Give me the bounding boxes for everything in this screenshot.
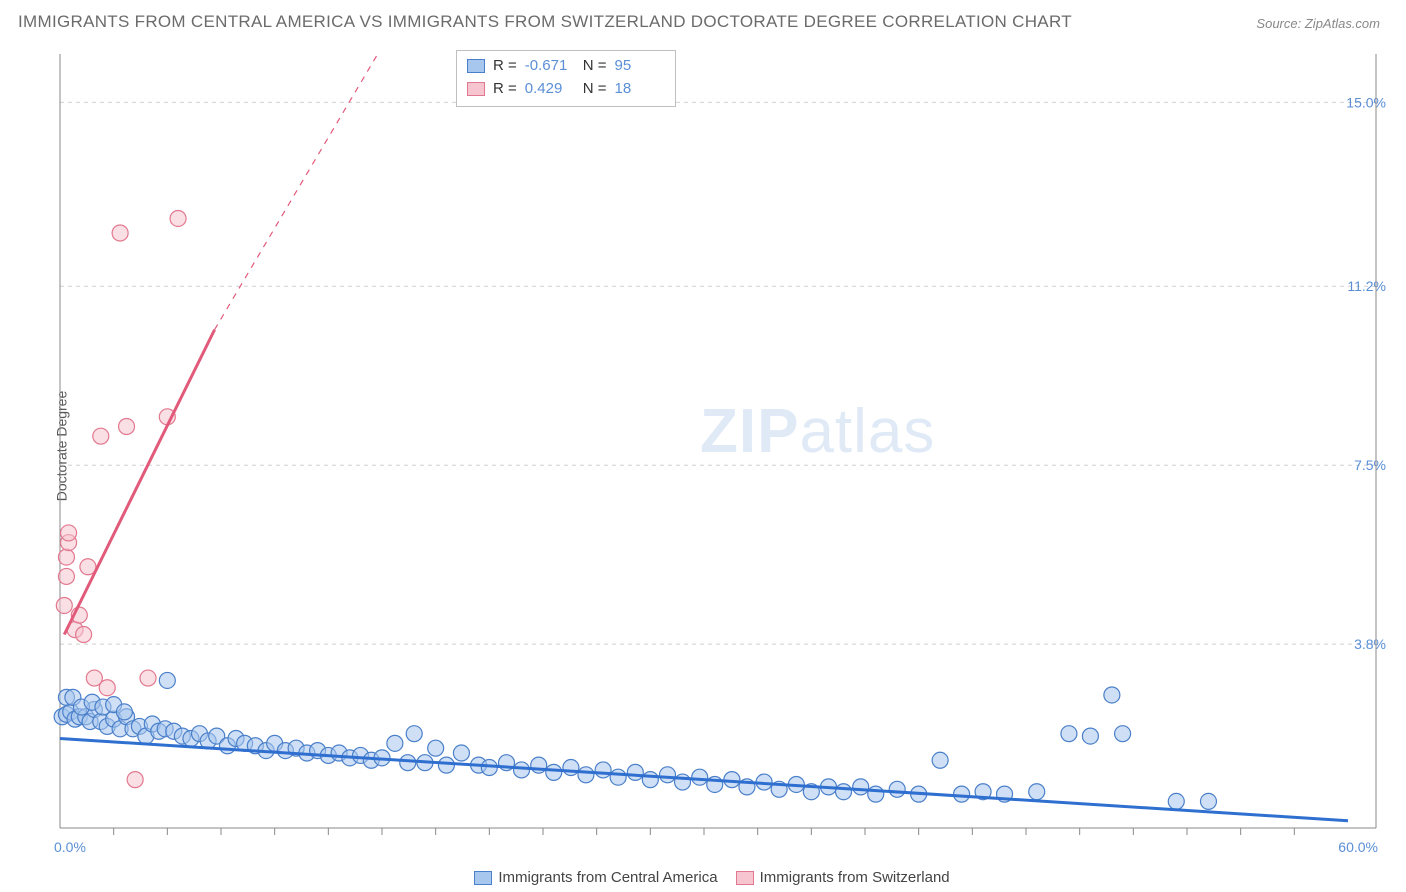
- data-point: [1168, 793, 1184, 809]
- data-point: [514, 762, 530, 778]
- data-point: [660, 767, 676, 783]
- corr-n-value: 18: [615, 78, 665, 101]
- legend-label: Immigrants from Switzerland: [760, 869, 950, 886]
- legend-label: Immigrants from Central America: [498, 869, 717, 886]
- data-point: [578, 767, 594, 783]
- data-point: [853, 779, 869, 795]
- x-axis-legend: Immigrants from Central America Immigrant…: [0, 869, 1406, 886]
- data-point: [595, 762, 611, 778]
- y-tick-label: 3.8%: [1354, 636, 1386, 652]
- corr-n-label: N =: [583, 55, 607, 78]
- data-point: [692, 769, 708, 785]
- corr-n-value: 95: [615, 55, 665, 78]
- data-point: [127, 772, 143, 788]
- data-point: [1115, 726, 1131, 742]
- data-point: [563, 760, 579, 776]
- data-point: [889, 781, 905, 797]
- source-value: ZipAtlas.com: [1305, 16, 1380, 31]
- corr-r-value: 0.429: [525, 78, 575, 101]
- data-point: [438, 757, 454, 773]
- data-point: [116, 704, 132, 720]
- data-point: [610, 769, 626, 785]
- source-credit: Source: ZipAtlas.com: [1256, 16, 1380, 31]
- data-point: [868, 786, 884, 802]
- data-point: [1061, 726, 1077, 742]
- data-point: [93, 428, 109, 444]
- data-point: [836, 784, 852, 800]
- data-point: [546, 764, 562, 780]
- data-point: [61, 525, 77, 541]
- corr-swatch: [467, 59, 485, 73]
- data-point: [56, 597, 72, 613]
- legend-swatch: [474, 871, 492, 885]
- corr-swatch: [467, 82, 485, 96]
- data-point: [400, 755, 416, 771]
- y-tick-label: 7.5%: [1354, 457, 1386, 473]
- data-point: [58, 568, 74, 584]
- correlation-legend-box: R = -0.671 N = 95 R = 0.429 N = 18: [456, 50, 676, 107]
- x-tick-label: 60.0%: [1338, 839, 1378, 855]
- trend-line: [64, 330, 214, 635]
- corr-r-value: -0.671: [525, 55, 575, 78]
- data-point: [406, 726, 422, 742]
- legend-swatch: [736, 871, 754, 885]
- corr-n-label: N =: [583, 78, 607, 101]
- data-point: [387, 735, 403, 751]
- data-point: [119, 418, 135, 434]
- data-point: [954, 786, 970, 802]
- y-tick-label: 15.0%: [1346, 94, 1386, 110]
- data-point: [58, 549, 74, 565]
- data-point: [1029, 784, 1045, 800]
- data-point: [932, 752, 948, 768]
- data-point: [642, 772, 658, 788]
- corr-row: R = -0.671 N = 95: [467, 55, 665, 78]
- chart-area: 3.8% 7.5% 11.2% 15.0% 0.0% 60.0%: [48, 48, 1390, 862]
- y-tick-label: 11.2%: [1347, 278, 1386, 294]
- data-point: [428, 740, 444, 756]
- data-point: [140, 670, 156, 686]
- data-point: [1200, 793, 1216, 809]
- data-point: [627, 764, 643, 780]
- corr-row: R = 0.429 N = 18: [467, 78, 665, 101]
- data-point: [76, 627, 92, 643]
- source-label: Source:: [1256, 16, 1301, 31]
- data-point: [99, 680, 115, 696]
- data-point: [453, 745, 469, 761]
- trend-line-extension: [215, 54, 378, 330]
- x-tick-label: 0.0%: [54, 839, 86, 855]
- data-point: [159, 672, 175, 688]
- scatter-plot-svg: 3.8% 7.5% 11.2% 15.0% 0.0% 60.0%: [48, 48, 1390, 862]
- corr-r-label: R =: [493, 55, 517, 78]
- data-point: [1104, 687, 1120, 703]
- chart-title: IMMIGRANTS FROM CENTRAL AMERICA VS IMMIG…: [18, 12, 1072, 32]
- corr-r-label: R =: [493, 78, 517, 101]
- trend-line: [60, 739, 1348, 821]
- data-point: [170, 210, 186, 226]
- data-point: [1082, 728, 1098, 744]
- data-point: [112, 225, 128, 241]
